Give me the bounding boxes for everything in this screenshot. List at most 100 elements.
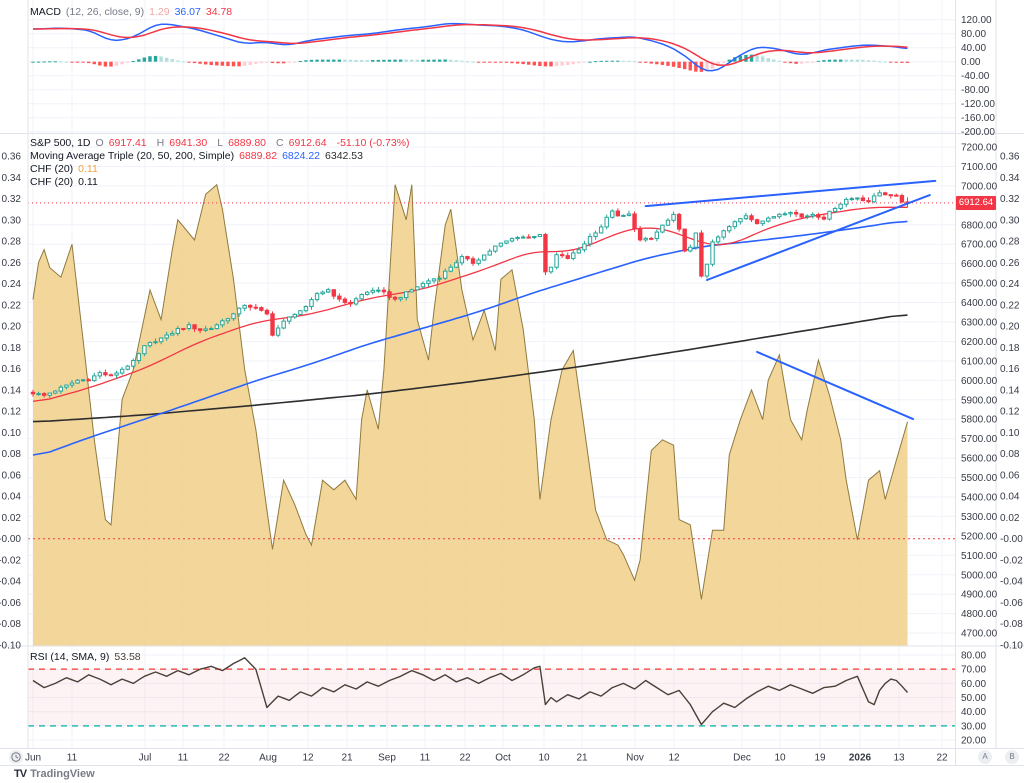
- chf-line-row[interactable]: CHF (20) 0.11: [30, 176, 415, 189]
- svg-text:Aug: Aug: [259, 753, 277, 764]
- svg-text:0.24: 0.24: [2, 279, 22, 290]
- svg-text:6300.00: 6300.00: [961, 317, 998, 328]
- svg-text:0.08: 0.08: [1000, 449, 1020, 460]
- rsi-title: RSI (14, SMA, 9): [30, 651, 110, 663]
- svg-text:11: 11: [420, 753, 431, 764]
- tradingview-logo[interactable]: TV TradingView: [14, 768, 95, 780]
- svg-text:21: 21: [576, 753, 588, 764]
- svg-text:0.24: 0.24: [1000, 279, 1020, 290]
- svg-text:Nov: Nov: [626, 753, 644, 764]
- svg-text:0.04: 0.04: [2, 492, 22, 503]
- svg-text:0.20: 0.20: [1000, 322, 1020, 333]
- tradingview-logo-mark: TV: [14, 768, 27, 780]
- macd-legend[interactable]: MACD (12, 26, close, 9) 1.29 36.07 34.78: [30, 6, 237, 19]
- open-label: O: [95, 137, 104, 149]
- time-scale[interactable]: [28, 748, 955, 765]
- svg-text:Oct: Oct: [495, 753, 511, 764]
- svg-text:6200.00: 6200.00: [961, 337, 998, 348]
- svg-text:0.28: 0.28: [2, 237, 22, 248]
- chf-area-title: CHF (20): [30, 163, 74, 175]
- timezone-button[interactable]: [9, 750, 23, 764]
- ma20-value: 6889.82: [239, 150, 278, 162]
- tradingview-logo-text: TradingView: [30, 768, 95, 780]
- svg-text:-0.02: -0.02: [0, 555, 21, 566]
- svg-text:22: 22: [218, 753, 230, 764]
- svg-text:5400.00: 5400.00: [961, 492, 998, 503]
- macd-line-value: 36.07: [174, 6, 201, 18]
- svg-text:0.34: 0.34: [1000, 173, 1020, 184]
- svg-text:5000.00: 5000.00: [961, 570, 998, 581]
- axis-labels: 7200.00 7100.00 7000.00 6800.00 6700.00 6600.…: [0, 15, 1023, 763]
- svg-text:4900.00: 4900.00: [961, 590, 998, 601]
- candlesticks: [30, 189, 910, 399]
- right-price-scale[interactable]: [955, 0, 996, 748]
- svg-text:7100.00: 7100.00: [961, 162, 998, 173]
- svg-text:6500.00: 6500.00: [961, 279, 998, 290]
- svg-text:0.16: 0.16: [2, 364, 22, 375]
- svg-text:0.16: 0.16: [1000, 364, 1020, 375]
- svg-text:12: 12: [668, 753, 680, 764]
- right-chf-scale[interactable]: [996, 0, 1024, 748]
- svg-text:0.20: 0.20: [2, 322, 22, 333]
- svg-text:11: 11: [178, 753, 189, 764]
- left-chf-scale[interactable]: [0, 134, 28, 646]
- chf-scale-mode-button[interactable]: B: [1005, 750, 1019, 764]
- chf-area-row[interactable]: CHF (20) 0.11: [30, 163, 415, 176]
- ma-title: Moving Average Triple (20, 50, 200, Simp…: [30, 150, 235, 162]
- svg-text:0.28: 0.28: [1000, 237, 1020, 248]
- main-legend: S&P 500, 1D O 6917.41 H 6941.30 L 6889.80 C 6912…: [30, 137, 415, 189]
- svg-text:-40.00: -40.00: [961, 71, 990, 82]
- svg-text:0.10: 0.10: [1000, 428, 1020, 439]
- svg-text:40.00: 40.00: [961, 707, 986, 718]
- svg-text:6100.00: 6100.00: [961, 356, 998, 367]
- price-panel: [28, 183, 955, 646]
- svg-text:0.30: 0.30: [1000, 215, 1020, 226]
- svg-text:12: 12: [302, 753, 314, 764]
- svg-text:5700.00: 5700.00: [961, 434, 998, 445]
- svg-text:20.00: 20.00: [961, 736, 986, 747]
- svg-text:70.00: 70.00: [961, 665, 986, 676]
- svg-text:50.00: 50.00: [961, 693, 986, 704]
- chf-area-value: 0.11: [78, 163, 98, 175]
- svg-text:Jun: Jun: [25, 753, 41, 764]
- svg-text:0.14: 0.14: [2, 385, 22, 396]
- svg-text:0.02: 0.02: [2, 513, 22, 524]
- svg-text:-120.00: -120.00: [961, 99, 995, 110]
- symbol-row[interactable]: S&P 500, 1D O 6917.41 H 6941.30 L 6889.80 C 6912…: [30, 137, 415, 150]
- svg-text:60.00: 60.00: [961, 679, 986, 690]
- svg-text:5500.00: 5500.00: [961, 473, 998, 484]
- svg-text:120.00: 120.00: [961, 15, 992, 26]
- svg-text:-0.06: -0.06: [0, 598, 21, 609]
- ma50-value: 6824.22: [282, 150, 321, 162]
- svg-text:7200.00: 7200.00: [961, 143, 998, 154]
- svg-text:13: 13: [893, 753, 905, 764]
- svg-text:0.22: 0.22: [2, 300, 22, 311]
- svg-text:0.12: 0.12: [1000, 407, 1020, 418]
- ma-triple-row[interactable]: Moving Average Triple (20, 50, 200, Simp…: [30, 150, 415, 163]
- svg-text:0.18: 0.18: [1000, 343, 1020, 354]
- chf-line-value: 0.11: [78, 176, 98, 188]
- high-value: 6941.30: [169, 137, 208, 149]
- macd-params: (12, 26, close, 9): [65, 6, 145, 18]
- svg-text:22: 22: [936, 753, 948, 764]
- svg-text:5600.00: 5600.00: [961, 454, 998, 465]
- svg-text:-0.00: -0.00: [0, 534, 21, 545]
- macd-histogram-value: 1.29: [149, 6, 170, 18]
- svg-text:-0.02: -0.02: [1000, 555, 1023, 566]
- svg-text:7000.00: 7000.00: [961, 181, 998, 192]
- svg-text:0.04: 0.04: [1000, 492, 1020, 503]
- svg-text:0.12: 0.12: [2, 407, 22, 418]
- rsi-panel: [28, 657, 955, 727]
- price-scale-mode-button[interactable]: A: [978, 750, 992, 764]
- trendline-drawings: [644, 179, 937, 421]
- svg-text:11: 11: [67, 753, 78, 764]
- svg-text:4800.00: 4800.00: [961, 609, 998, 620]
- svg-text:0.08: 0.08: [2, 449, 22, 460]
- rsi-legend[interactable]: RSI (14, SMA, 9) 53.58: [30, 651, 146, 664]
- high-label: H: [156, 137, 165, 149]
- svg-text:4700.00: 4700.00: [961, 629, 998, 640]
- svg-text:0.06: 0.06: [2, 470, 22, 481]
- ma200-value: 6342.53: [325, 150, 363, 162]
